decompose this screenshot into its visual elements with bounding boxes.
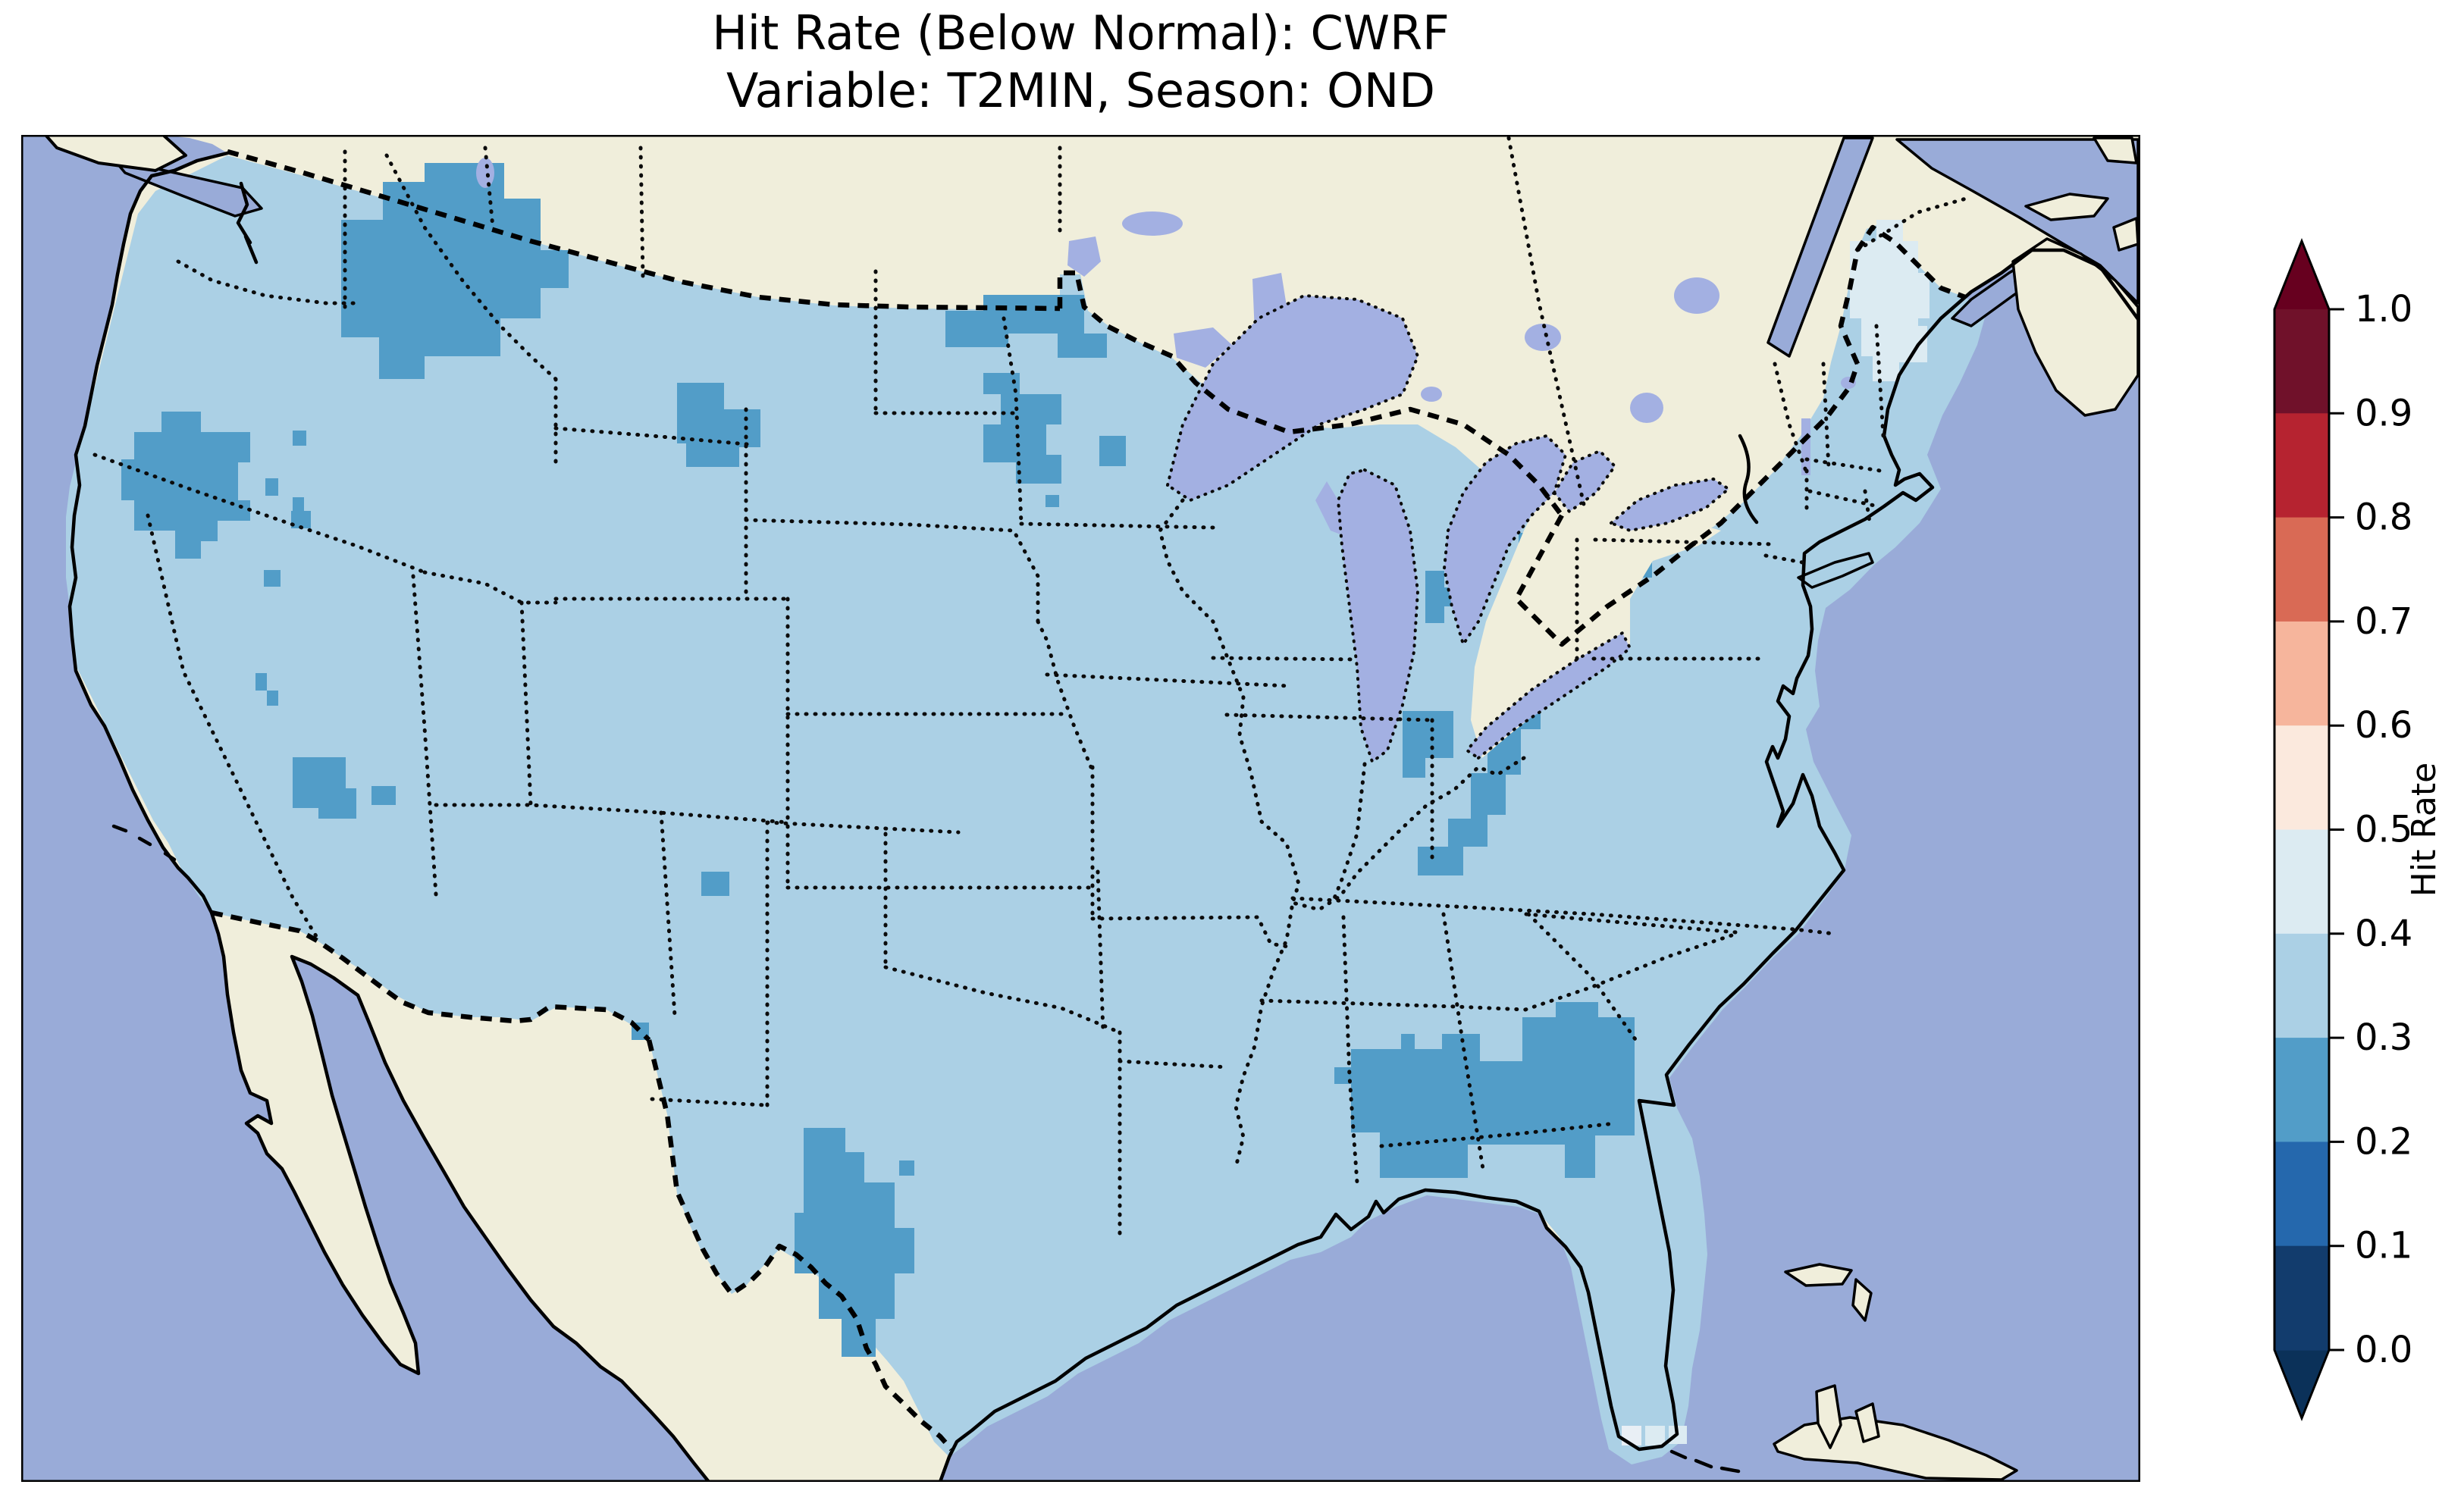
canada-lake: [1122, 211, 1183, 236]
colorbar-tick-label: 0.7: [2355, 600, 2412, 643]
green-bay: [1315, 481, 1340, 534]
colorbar-band: [2274, 1245, 2329, 1351]
colorbar-arrow-down: [2274, 1350, 2329, 1418]
title-line-1: Hit Rate (Below Normal): CWRF: [712, 5, 1450, 61]
colorbar-band: [2274, 309, 2329, 414]
colorbar-band: [2274, 621, 2329, 726]
colorbar-tick-label: 0.8: [2355, 496, 2412, 539]
colorbar: 1.0 0.9 0.8 0.7 0.6 0.5 0.4 0.3 0.2 0.1 0.0 Hit Rat…: [2273, 237, 2444, 1422]
chart-title: Hit Rate (Below Normal): CWRF Variable: …: [21, 5, 2140, 119]
lakes: [476, 158, 1856, 762]
canada-lake: [1525, 324, 1561, 351]
colorbar-tick-label: 0.3: [2355, 1016, 2412, 1059]
vancouver-island: [44, 135, 187, 172]
long-island: [1797, 552, 1874, 589]
state-borders: [92, 136, 1973, 1236]
colorbar-tick-label: 0.1: [2355, 1225, 2412, 1267]
canada-lake: [476, 158, 494, 188]
lake-nipigon: [1252, 273, 1287, 347]
colorbar-axis-label: Hit Rate: [2405, 763, 2444, 897]
colorbar-tick-label: 0.2: [2355, 1120, 2412, 1163]
lake-outlines: [1165, 293, 1732, 765]
border-lakes: [1174, 327, 1232, 368]
coastline: [67, 151, 2140, 1482]
lake-erie: [1467, 633, 1630, 758]
colorbar-band: [2274, 829, 2329, 935]
canada-lake: [1674, 277, 1719, 314]
national-borders: [211, 149, 1967, 1452]
colorbar-tick-label: 1.0: [2355, 288, 2412, 330]
colorbar-band: [2274, 413, 2329, 518]
lake-michigan: [1338, 470, 1418, 762]
title-line-2: Variable: T2MIN, Season: OND: [726, 62, 1436, 118]
cape-breton: [2112, 217, 2140, 252]
lake-huron: [1444, 436, 1566, 644]
colorbar-tick-label: 0.6: [2355, 704, 2412, 747]
colorbar-tick-label: 0.4: [2355, 913, 2412, 955]
bahamas-grand: [1784, 1263, 1853, 1287]
colorbar-tick-label: 0.9: [2355, 392, 2412, 434]
ottawa-river: [1738, 434, 1759, 525]
colorbar-band: [2274, 725, 2329, 831]
bahamas-eleuthera: [1854, 1402, 1880, 1443]
colorbar-band: [2274, 517, 2329, 622]
colorbar-band: [2274, 933, 2329, 1038]
nova-scotia: [2011, 237, 2140, 417]
lake-of-the-woods: [1067, 236, 1101, 277]
colorbar-band: [2274, 1142, 2329, 1247]
lake-ontario: [1611, 479, 1729, 531]
gulf-of-st-lawrence: [1895, 138, 2140, 305]
hitrate-cells-04-05: [1645, 220, 1930, 1445]
lake-champlain: [1801, 418, 1810, 475]
bahamas-andros: [1815, 1384, 1842, 1449]
islands: [44, 135, 2140, 1481]
colorbar-arrow-up: [2274, 241, 2329, 309]
puget-sound: [236, 181, 259, 265]
prince-edward-island: [2024, 193, 2109, 221]
colorbar-tick-label: 0.0: [2355, 1329, 2412, 1371]
canada-lake: [1630, 393, 1663, 423]
bahamas-abaco: [1851, 1278, 1873, 1322]
colorbar-tick-label: 0.5: [2355, 809, 2412, 851]
florida-keys: [1669, 1449, 1741, 1474]
newfoundland-edge: [2093, 136, 2138, 164]
st-lawrence-river: [1766, 136, 1874, 358]
map: [21, 135, 2140, 1482]
colorbar-band: [2274, 1038, 2329, 1143]
lake-superior: [1168, 296, 1418, 500]
canada-lake: [1421, 387, 1442, 402]
georgian-bay: [1554, 451, 1615, 512]
